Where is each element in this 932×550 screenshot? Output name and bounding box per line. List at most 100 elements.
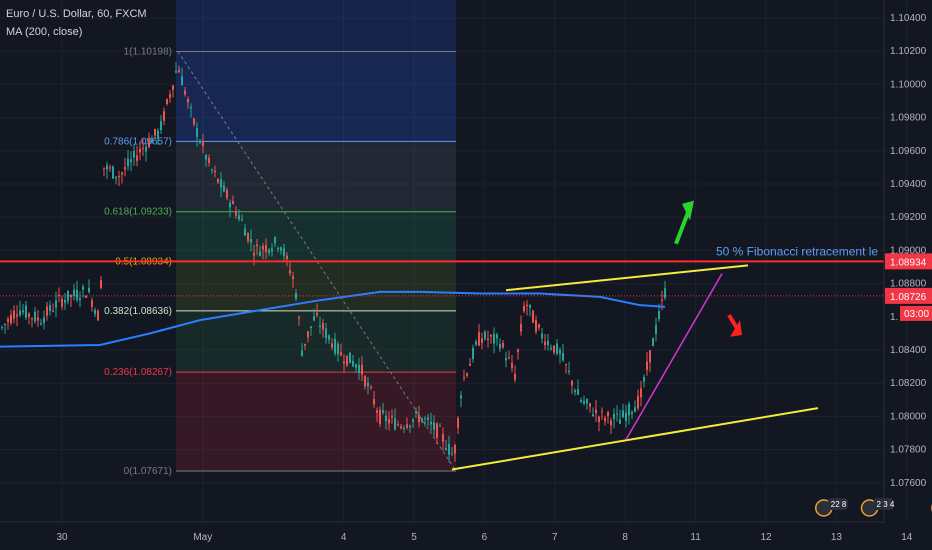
countdown-text: 03:00 [904, 309, 929, 320]
candle-body [328, 335, 330, 340]
rising-trend-line[interactable] [625, 273, 723, 441]
price-badge-last[interactable] [885, 287, 932, 304]
economic-events[interactable]: 22 82 3 4307 6 [815, 498, 932, 517]
symbol-title[interactable]: Euro / U.S. Dollar, 60, FXCM [6, 8, 147, 20]
trend-drawings[interactable]: 50 % Fibonacci retracement le [0, 200, 884, 471]
candle-body [592, 414, 594, 417]
candle-body [16, 314, 18, 317]
channel-lower-line[interactable] [451, 407, 819, 471]
price-badge-red-level[interactable] [885, 253, 932, 270]
channel-upper-line[interactable] [505, 264, 749, 292]
candle-body [196, 128, 198, 137]
candle-body [175, 71, 177, 73]
candle-body [544, 341, 546, 346]
time-axis[interactable]: 30May456781112131415 [0, 521, 932, 543]
candle-body [499, 344, 501, 349]
fib-zone [176, 51, 456, 142]
candle-body [295, 293, 297, 299]
candle-body [274, 237, 276, 244]
candle-body [46, 306, 48, 316]
candle-body [556, 343, 558, 354]
candle-body [34, 311, 36, 322]
candle-body [421, 418, 423, 422]
candle-body [10, 314, 12, 324]
candle-body [130, 158, 132, 163]
candle-body [322, 322, 324, 330]
candle-body [40, 323, 42, 325]
candle-body [508, 357, 510, 359]
candle-body [271, 248, 273, 252]
candle-body [457, 418, 459, 428]
candle-body [436, 423, 438, 438]
candle-body [109, 167, 111, 169]
candle-body [217, 179, 219, 183]
candle-body [577, 389, 579, 395]
candle-body [664, 288, 666, 299]
candle-body [157, 130, 159, 138]
candle-body [442, 434, 444, 442]
candle-body [352, 360, 354, 367]
candle-body [568, 370, 570, 372]
fib-level-label: 0.382(1.08636) [104, 306, 172, 317]
fibonacci-retracement[interactable]: 1(1.10198) 0.786(1.09657) 0.618(1.09233) 0.… [104, 0, 457, 477]
candle-body [487, 338, 489, 341]
candle-body [385, 415, 387, 422]
candle-body [124, 167, 126, 170]
candle-body [619, 419, 621, 424]
candle-body [535, 320, 537, 332]
candle-body [595, 409, 597, 414]
candle-body [79, 298, 81, 301]
economic-event-marker[interactable]: 22 8 [815, 498, 848, 517]
price-axis[interactable]: 1.10400 1.10200 1.10000 1.09800 1.09600 1.094… [883, 0, 932, 522]
candle-body [580, 400, 582, 402]
candle-body [589, 403, 591, 407]
candle-body [76, 289, 78, 300]
candle-body [661, 299, 663, 301]
candle-body [538, 324, 540, 328]
moving-average-line [0, 290, 666, 348]
candle-body [469, 364, 471, 366]
price-tick-label: 1.09400 [890, 179, 927, 190]
candle-body [532, 310, 534, 323]
countdown-badge [900, 305, 932, 321]
candle-body [505, 358, 507, 361]
candle-body [412, 419, 414, 422]
candle-body [106, 165, 108, 170]
indicator-legend[interactable]: MA (200, close) [6, 26, 83, 38]
candle-body [652, 338, 654, 347]
candle-body [502, 342, 504, 348]
candle-body [280, 247, 282, 251]
candle-body [73, 289, 75, 296]
candle-body [346, 355, 348, 366]
candle-body [247, 233, 249, 241]
candle-body [631, 411, 633, 415]
time-tick-label: 14 [901, 532, 913, 543]
candle-body [262, 245, 264, 250]
candlestick-series [1, 62, 666, 463]
candle-body [334, 338, 336, 354]
fib-zone-top [176, 0, 456, 52]
candle-body [382, 410, 384, 413]
candle-body [28, 313, 30, 317]
economic-event-marker[interactable]: 2 3 4 [860, 498, 895, 517]
candle-body [226, 189, 228, 198]
candle-body [628, 403, 630, 416]
candle-body [448, 443, 450, 455]
candle-body [409, 425, 411, 427]
fib-zone [176, 141, 456, 212]
candle-body [22, 310, 24, 313]
price-tick-label: 1.07600 [890, 478, 927, 489]
candle-body [142, 147, 144, 149]
candle-body [460, 395, 462, 399]
price-tick-label: 1.08400 [890, 345, 927, 356]
candle-body [298, 317, 300, 319]
fib-zone [176, 372, 456, 472]
candle-body [67, 290, 69, 301]
candle-body [232, 200, 234, 204]
candle-body [574, 390, 576, 393]
candle-body [103, 167, 105, 169]
candle-body [43, 317, 45, 323]
time-tick-label: May [193, 532, 212, 543]
candle-body [463, 377, 465, 379]
